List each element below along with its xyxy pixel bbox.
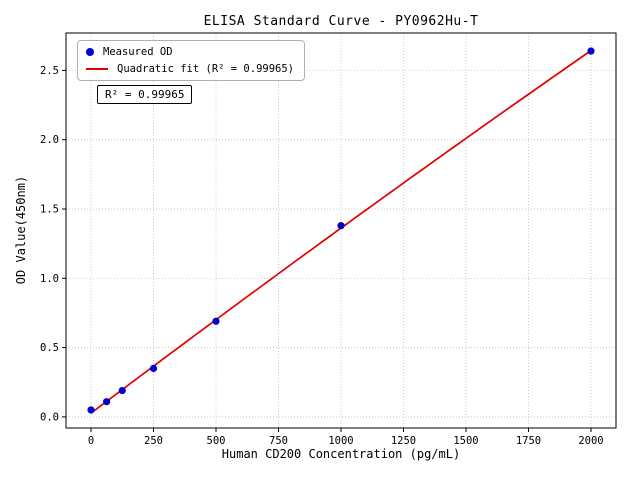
legend-label-measured-od: Measured OD [103,46,173,58]
y-tick-label: 2.0 [40,134,59,146]
data-point [118,386,126,395]
x-tick-label: 1500 [453,435,478,447]
x-axis-label: Human CD200 Concentration (pg/mL) [221,447,461,461]
y-tick-label: 0.5 [40,342,59,354]
data-point [212,317,220,325]
x-tick-label: 1250 [391,435,416,447]
y-tick-label: 1.5 [40,204,59,216]
data-point [149,364,158,373]
x-tick-label: 1000 [328,435,353,447]
x-tick-label: 0 [88,435,94,447]
data-point [337,222,345,230]
y-axis-label: OD Value(450nm) [14,175,28,285]
x-tick-label: 2000 [578,435,603,447]
x-tick-label: 1750 [516,435,541,447]
data-point [87,406,95,414]
y-tick-label: 2.5 [40,65,59,77]
r-squared-annotation: R² = 0.99965 [97,85,193,104]
fit-line-swatch-icon [86,68,108,70]
y-tick-label: 1.0 [40,273,59,285]
y-tick-label: 0.0 [40,411,59,423]
legend-item-quadratic-fit: Quadratic fit (R² = 0.99965) [86,63,294,75]
measured-od-marker-icon [86,48,94,56]
data-point [103,398,111,406]
legend-label-quadratic-fit: Quadratic fit (R² = 0.99965) [117,63,295,75]
x-tick-label: 500 [207,435,226,447]
x-tick-label: 750 [269,435,288,447]
legend-item-measured-od: Measured OD [86,46,294,58]
x-tick-label: 250 [144,435,163,447]
chart-legend: Measured OD Quadratic fit (R² = 0.99965) [77,40,306,81]
data-point [587,47,595,55]
chart-title: ELISA Standard Curve - PY0962Hu-T [203,14,479,29]
